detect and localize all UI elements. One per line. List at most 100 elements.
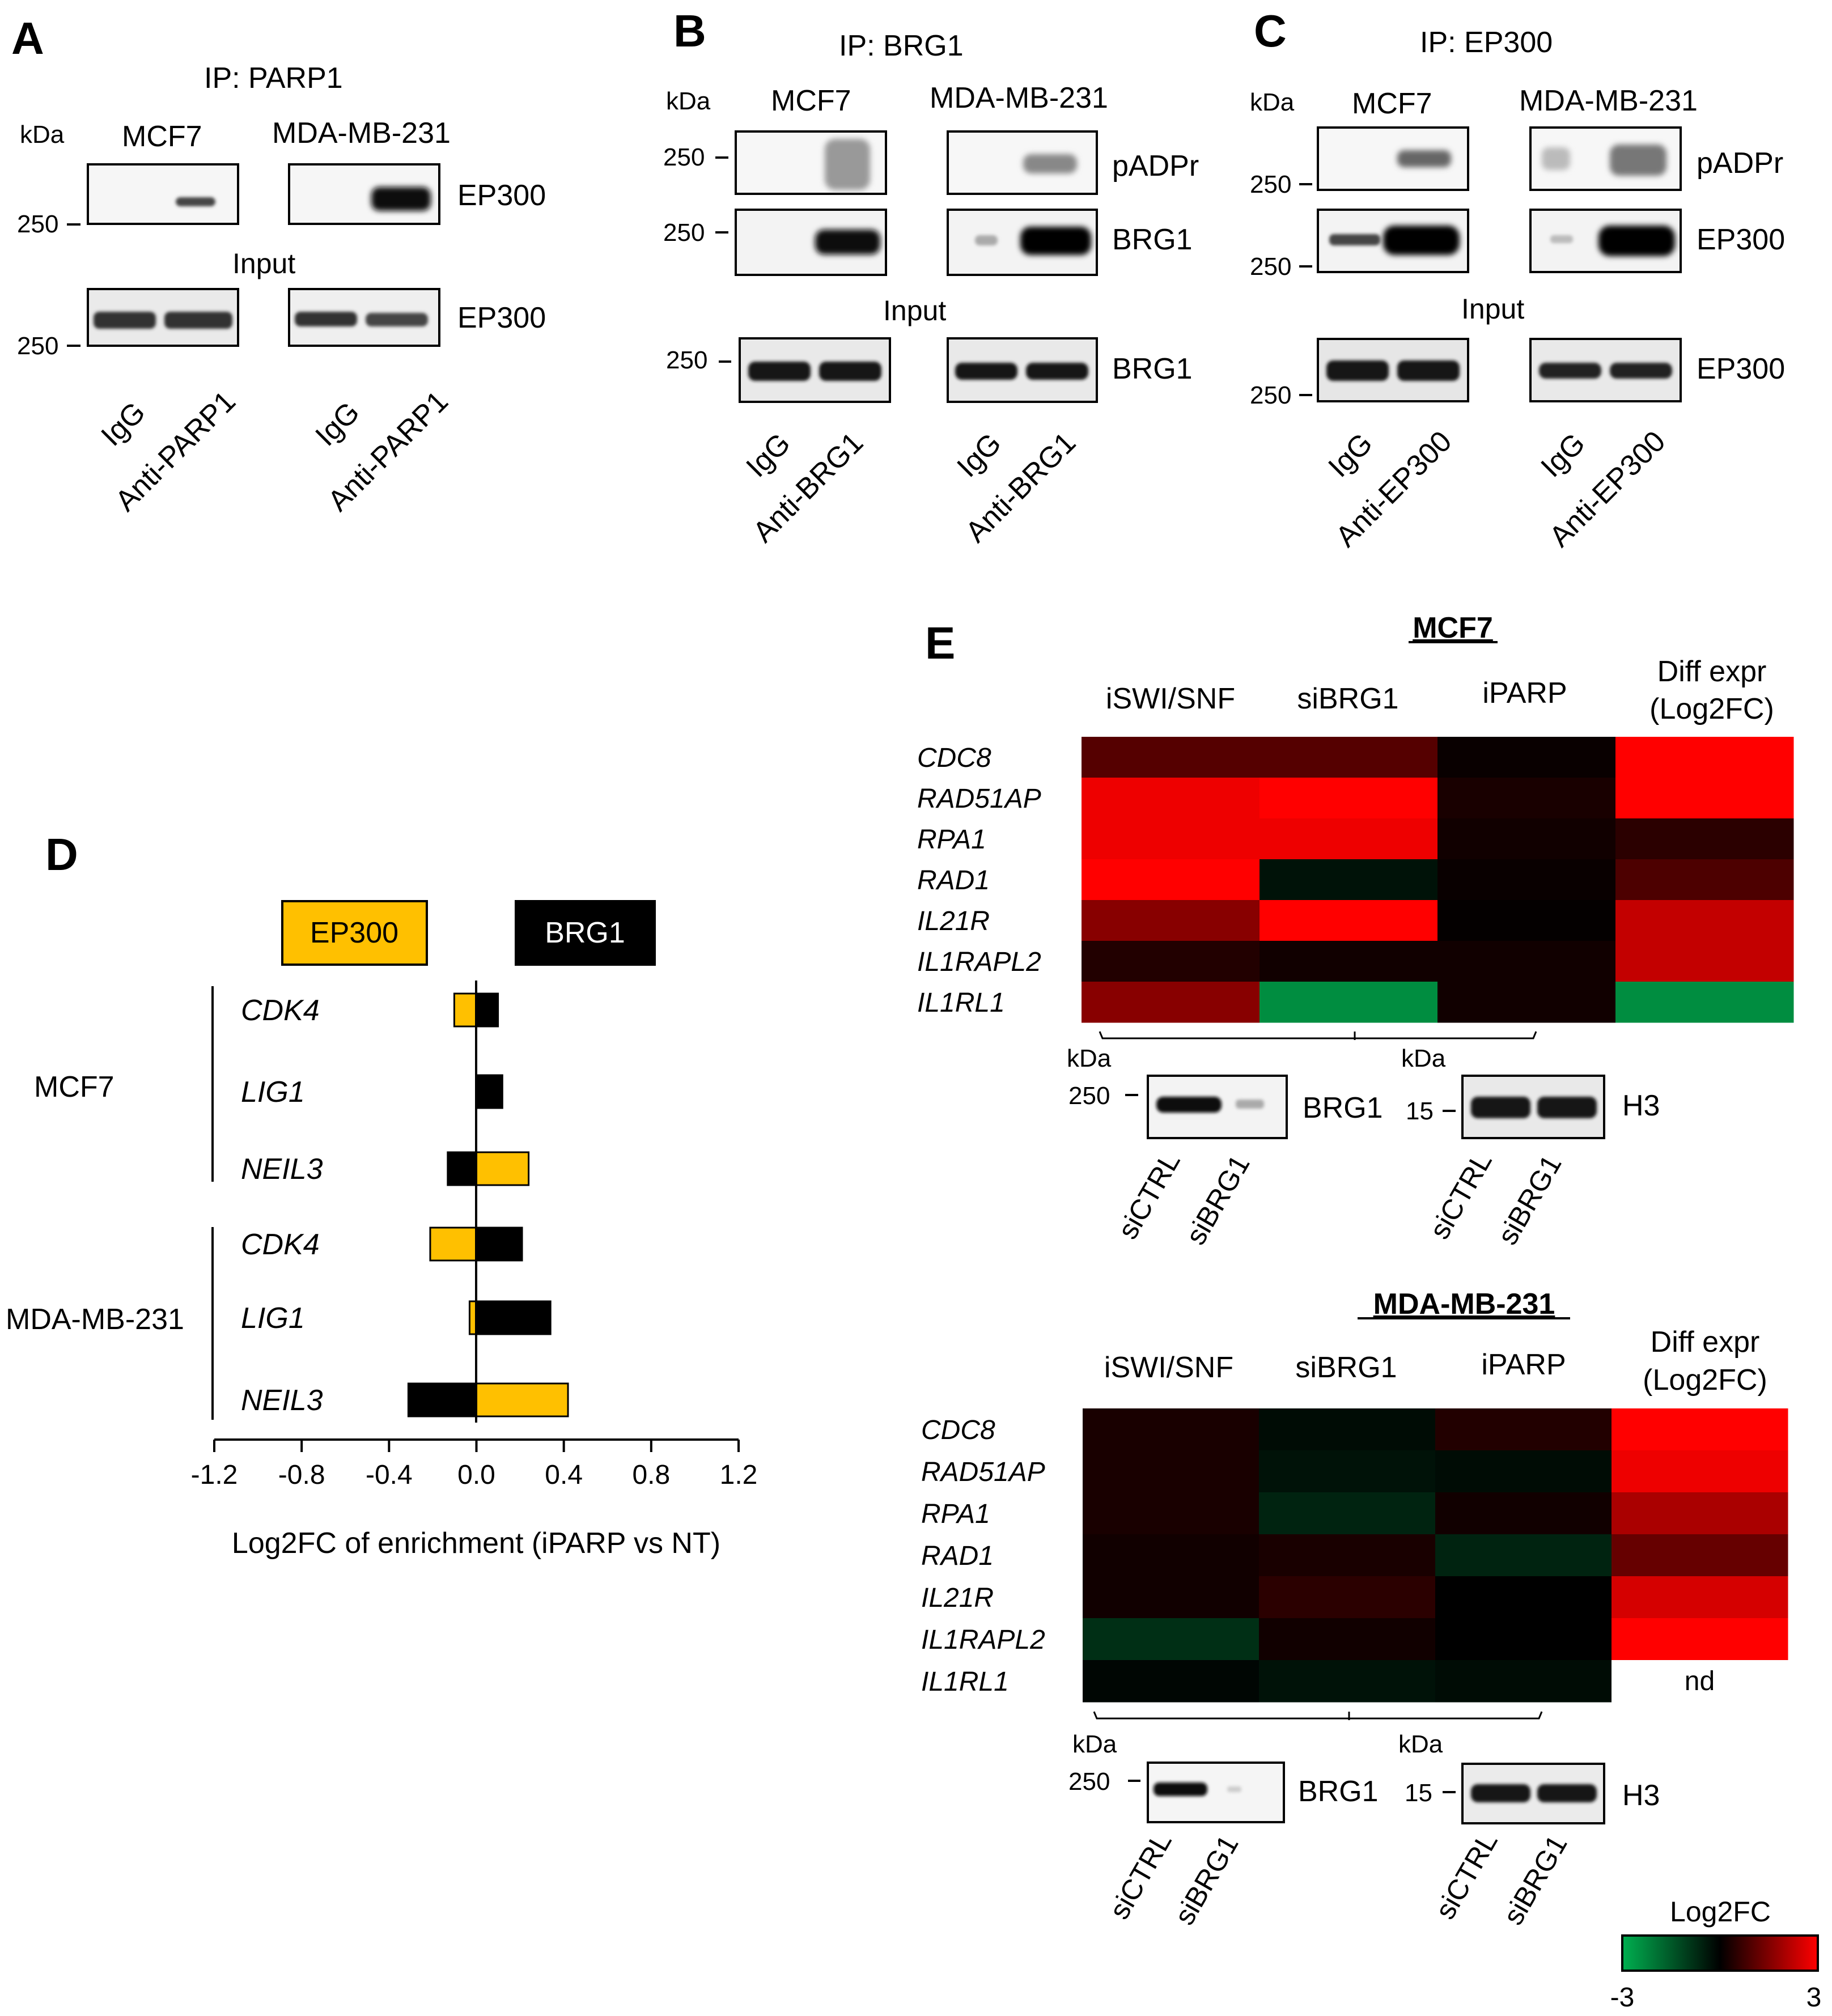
- heatmap-mcf7-row-labels: CDC8 RAD51AP RPA1 RAD1 IL21R IL1RAPL2 IL1RL1: [917, 743, 1041, 1018]
- heatmap-row-label: IL21R: [917, 906, 990, 936]
- heatmap-cell: [1259, 1576, 1436, 1619]
- marker-250: 250: [1068, 1082, 1110, 1110]
- lane-sibrg1: siBRG1: [1497, 1830, 1574, 1930]
- panel-b-label-input: BRG1: [1112, 353, 1193, 385]
- heatmap-col-label: iPARP: [1481, 1348, 1566, 1381]
- heatmap-cell: [1612, 1576, 1788, 1619]
- heatmap-cell: [1259, 1408, 1436, 1451]
- heatmap-cell: [1082, 941, 1260, 982]
- heatmap-cell: [1437, 982, 1616, 1023]
- marker-250: 250: [1250, 381, 1291, 409]
- panel-a-blot-input-mcf7: [87, 288, 239, 347]
- heatmap-cell: [1612, 1408, 1788, 1451]
- panel-b-label-padpr: pADPr: [1112, 150, 1199, 182]
- inset-label-h3: H3: [1622, 1779, 1660, 1812]
- category-label: CDK4: [241, 1228, 320, 1261]
- panel-b-blot-brg1-mda: [947, 209, 1098, 276]
- marker-250: 250: [663, 143, 705, 171]
- panel-a: A IP: PARP1 kDa MCF7 MDA-MB-231 EP300 25…: [11, 13, 546, 517]
- colorbar-title: Log2FC: [1670, 1896, 1771, 1928]
- panel-c-blot-padpr-mcf7: [1317, 126, 1469, 191]
- heatmap-cell: [1435, 1534, 1612, 1577]
- category-label: LIG1: [241, 1076, 305, 1109]
- panel-a-label-input: EP300: [457, 302, 546, 334]
- x-axis-label: Log2FC of enrichment (iPARP vs NT): [232, 1527, 720, 1560]
- panel-c-label-ep300: EP300: [1697, 223, 1785, 256]
- inset-kda: kDa: [1398, 1730, 1443, 1758]
- heatmap-cell: [1612, 1450, 1788, 1493]
- heatmap-row-label: CDC8: [917, 743, 991, 773]
- panel-a-input-label: Input: [232, 248, 295, 279]
- heatmap-cell: [1082, 982, 1260, 1023]
- heatmap-cell: [1259, 1450, 1436, 1493]
- lane-igg: IgG: [95, 396, 151, 452]
- x-tick-label: 0.0: [457, 1460, 495, 1490]
- panel-c-blot-ep300-mcf7: [1317, 209, 1469, 273]
- panel-b-kda: kDa: [666, 87, 711, 115]
- heatmap-row-label: RAD51AP: [917, 784, 1041, 814]
- marker-250: 250: [1068, 1768, 1110, 1796]
- heatmap-cell: [1435, 1660, 1612, 1703]
- heatmap-col-label: Diff expr: [1651, 1326, 1760, 1359]
- heatmap-cell: [1082, 818, 1260, 860]
- lane-igg: IgG: [740, 427, 796, 483]
- heatmap-row-label: RPA1: [921, 1499, 990, 1529]
- inset-blot-h3-mda: [1461, 1763, 1605, 1824]
- inset-blot-brg1-mcf7: [1147, 1075, 1288, 1139]
- heatmap-cell: [1435, 1450, 1612, 1493]
- heatmap-cell: [1437, 778, 1616, 819]
- colorbar: Log2FC -3 3: [1610, 1896, 1822, 2013]
- heatmap-row-label: RPA1: [917, 825, 986, 855]
- panel-b-blot-input-mcf7: [739, 337, 891, 403]
- heatmap-title-mda: MDA-MB-231: [1373, 1288, 1555, 1321]
- heatmap-cell: [1259, 1618, 1436, 1661]
- lane-sictrl: siCTRL: [1423, 1147, 1498, 1244]
- marker-250: 250: [663, 219, 705, 247]
- group-label-mcf7: MCF7: [34, 1071, 114, 1104]
- lane-sictrl: siCTRL: [1429, 1827, 1504, 1924]
- bar-brg1-lig1-1: [475, 1074, 503, 1109]
- lane-sibrg1: siBRG1: [1491, 1149, 1568, 1250]
- panel-b-blot-input-mda: [947, 337, 1098, 403]
- heatmap-cell: [1437, 941, 1616, 982]
- panel-a-blot-ip-mda: [288, 163, 440, 225]
- lane-sibrg1: siBRG1: [1180, 1149, 1256, 1250]
- panel-c-ip-title: IP: EP300: [1420, 26, 1553, 59]
- heatmap-mda: nd: [1083, 1408, 1788, 1703]
- heatmap-cell: [1082, 778, 1260, 819]
- inset-label-h3: H3: [1622, 1089, 1660, 1122]
- colorbar-gradient: [1621, 1934, 1819, 1972]
- heatmap-nd-label: nd: [1685, 1666, 1715, 1696]
- band: [371, 187, 431, 211]
- heatmap-row-label: IL1RAPL2: [917, 947, 1041, 977]
- panel-d: D EP300 BRG1 MCF7 MDA-MB-231 CDK4 LIG1 NEI…: [6, 829, 757, 1560]
- heatmap-row-label: RAD51AP: [921, 1457, 1045, 1487]
- heatmap-cell: [1083, 1408, 1259, 1451]
- bar-ep300-cdk4-3: [429, 1226, 477, 1262]
- heatmap-col-label: iSWI/SNF: [1104, 1351, 1233, 1384]
- inset-blot-h3-mcf7: [1461, 1075, 1605, 1139]
- heatmap-cell: [1615, 818, 1794, 860]
- x-tick-label: 0.8: [632, 1460, 670, 1490]
- panel-b-mda: MDA-MB-231: [930, 82, 1108, 114]
- heatmap-cell: [1083, 1492, 1259, 1535]
- panel-a-ip-title: IP: PARP1: [204, 62, 343, 95]
- panel-b: B IP: BRG1 kDa MCF7 MDA-MB-231 pADPr 250…: [663, 6, 1199, 549]
- x-tick-label: 0.4: [545, 1460, 583, 1490]
- heatmap-row-label: IL21R: [921, 1583, 994, 1613]
- panel-letter-d: D: [45, 829, 78, 880]
- heatmap-cell: [1435, 1618, 1612, 1661]
- panel-b-blot-padpr-mcf7: [735, 130, 887, 195]
- heatmap-cell: [1083, 1534, 1259, 1577]
- heatmap-cell: [1615, 859, 1794, 901]
- panel-b-blot-padpr-mda: [947, 130, 1098, 195]
- heatmap-col-label: (Log2FC): [1649, 693, 1774, 725]
- heatmap-cell: [1437, 818, 1616, 860]
- heatmap-col-label: iPARP: [1482, 677, 1567, 710]
- x-tick-label: -1.2: [191, 1460, 238, 1490]
- heatmap-cell: [1435, 1408, 1612, 1451]
- panel-c-input-label: Input: [1461, 293, 1524, 325]
- heatmap-mcf7: [1082, 737, 1794, 1023]
- heatmap-col-label: iSWI/SNF: [1106, 682, 1235, 715]
- heatmap-cell: [1612, 1660, 1788, 1703]
